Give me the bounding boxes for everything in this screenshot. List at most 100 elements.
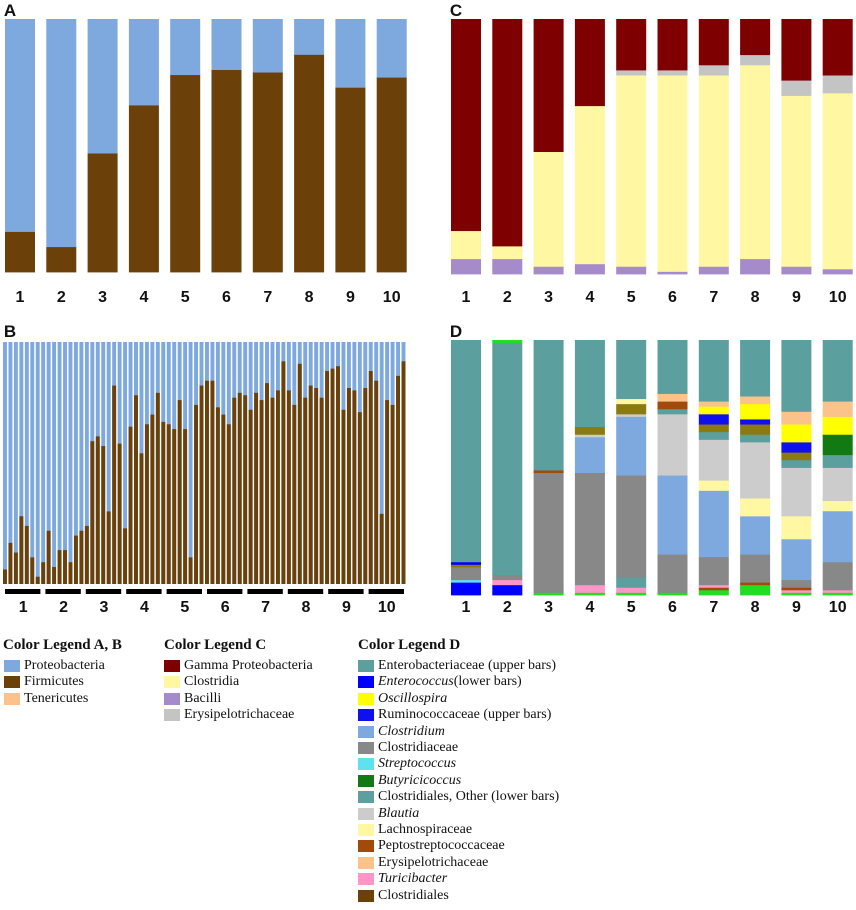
bar-segment [24,342,29,584]
bar-segment [106,511,111,584]
tick-label: 4 [585,599,594,616]
bar-segment [740,403,771,420]
bar-segment [740,64,771,260]
tick-label: 2 [503,599,512,616]
bar-segment [335,87,366,273]
group-bar [85,589,122,594]
bar-segment [740,515,771,555]
bar-segment [740,554,771,583]
tick-label: 8 [305,289,314,306]
bar-segment [134,395,138,584]
legend-label: Clostridia [184,674,240,690]
bar-segment [698,439,729,481]
legend-item: Clostridium [358,724,445,740]
legend-item: Clostridiales [358,888,449,904]
bar-segment [698,266,729,275]
legend-label: Oscillospira [378,690,448,706]
legend-label: Clostridiales [378,887,449,903]
bar-segment [822,510,853,563]
tick-label: 3 [98,289,107,306]
bar-segment [281,361,286,584]
bar-segment [698,64,729,76]
tick-label: 6 [668,289,677,306]
bar-segment [698,490,729,558]
bar-segment [822,92,853,270]
bar-segment [657,70,688,76]
legend-swatch [164,709,180,722]
tick-label: 9 [346,289,355,306]
bar-segment [451,566,481,581]
bar-segment [101,446,106,584]
bar-segment [616,340,647,400]
bar-segment [616,413,647,417]
legend-item: Tenericutes [4,691,88,707]
bar-segment [155,392,160,584]
tick-label: 7 [261,599,270,616]
bar-segment [243,395,248,584]
tick-label: 3 [544,599,553,616]
bar-segment [30,342,35,584]
legend-label: Clostridium [378,723,445,739]
tick-label: 6 [222,289,231,306]
bar-segment [616,475,647,578]
legend-c-title: Color Legend C [164,637,267,653]
bar-segment [8,342,13,584]
bar-segment [657,413,688,476]
bar-segment [199,385,204,584]
bar-segment [325,371,330,584]
tick-label: 8 [302,599,311,616]
tick-label: 5 [627,599,636,616]
bar-segment [574,19,605,107]
tick-label: 4 [585,289,594,306]
legend-label: Turicibacter [378,871,448,887]
bar-segment [822,340,853,402]
bar-segment [335,19,366,88]
bar-segment [698,424,729,433]
bar-segment [822,561,853,591]
bar-segment [574,592,605,596]
bar-segment [657,340,688,394]
bar-segment [123,342,128,584]
legend-item: Ruminococcaceae (upper bars) [358,707,551,723]
bar-segment [740,424,771,435]
legend-label: Bacilli [184,690,222,706]
bar-segment [112,385,117,584]
group-bar [207,589,243,594]
bar-segment [616,75,647,267]
bar-segment [822,268,853,275]
bar-segment [451,340,481,563]
legend-item: Clostridiaceae [358,740,458,756]
bar-segment [533,592,564,596]
bar-segment [352,390,357,584]
legend-label: Erysipelotrichaceae [378,854,489,870]
bar-segment [294,19,325,55]
bar-segment [363,387,368,584]
bar-segment [211,69,242,273]
legend-item: Clostridiales, Other (lower bars) [358,789,559,805]
bar-segment [657,393,688,402]
bar-segment [822,467,853,502]
bar-segment [46,530,51,584]
legend-swatch [358,807,374,820]
bar-segment [150,414,155,584]
bar-segment [822,416,853,435]
bar-segment [68,342,73,584]
tick-label: 10 [829,289,847,306]
tick-label: 4 [140,599,149,616]
legend-swatch [358,840,374,853]
tick-label: 2 [57,289,66,306]
bar-segment [68,562,73,584]
group-bar [126,589,162,594]
bar-segment [123,528,128,584]
legend-label: Clostridiales, Other (lower bars) [378,789,560,805]
bar-segment [341,409,346,584]
bar-segment [79,342,84,584]
bar-segment [657,408,688,415]
bar-segment [781,515,812,540]
legend-label: Proteobacteria [24,658,105,673]
tick-label: 7 [709,289,718,306]
bar-segment [52,342,57,584]
legend-item: Proteobacteria [4,658,105,674]
tick-label: 7 [263,289,272,306]
bar-segment [740,434,771,443]
